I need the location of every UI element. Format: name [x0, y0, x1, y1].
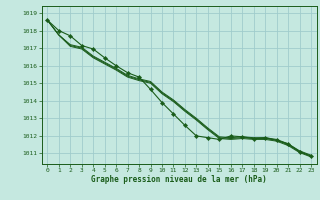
- X-axis label: Graphe pression niveau de la mer (hPa): Graphe pression niveau de la mer (hPa): [91, 175, 267, 184]
